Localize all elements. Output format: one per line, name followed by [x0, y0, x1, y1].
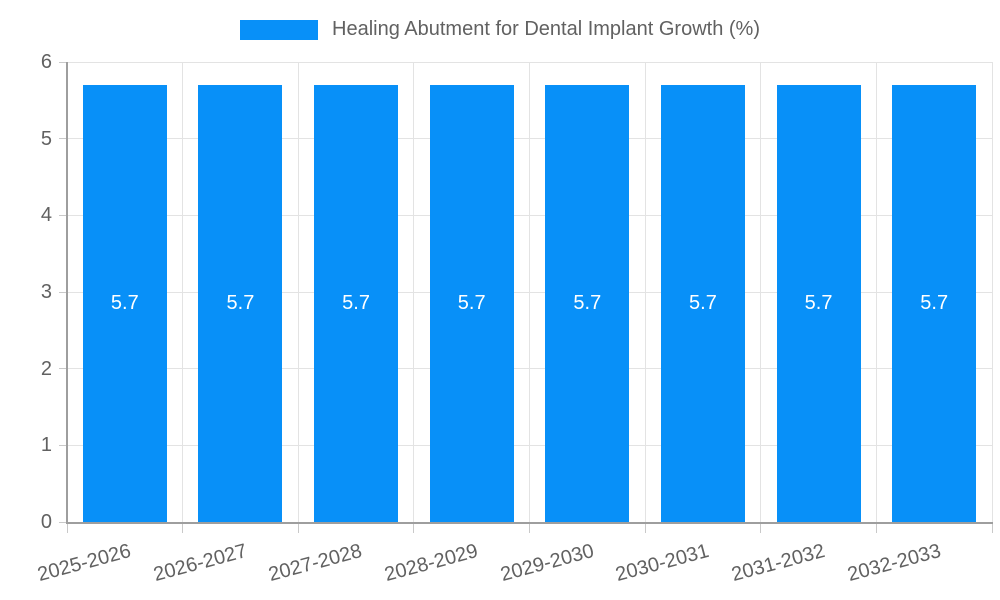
x-tick-label: 2026-2027 [151, 540, 250, 587]
x-tick-label: 2030-2031 [613, 540, 712, 587]
x-tick-label: 2031-2032 [729, 540, 828, 587]
x-axis-line [66, 522, 993, 524]
y-tick-label: 3 [40, 281, 52, 303]
bar: 5.7 [429, 85, 514, 522]
y-axis-tick [59, 521, 67, 523]
x-gridline [182, 62, 184, 522]
y-tick-label: 4 [40, 204, 52, 227]
y-axis-tick [59, 61, 67, 63]
x-tick-label: 2025-2026 [35, 540, 134, 587]
y-axis-line [66, 62, 68, 524]
x-axis-tick [66, 524, 68, 533]
bar-value-label: 5.7 [689, 292, 717, 314]
x-gridline [875, 62, 877, 522]
y-tick-label: 1 [40, 434, 52, 457]
bar: 5.7 [660, 85, 745, 522]
bar: 5.7 [82, 85, 167, 522]
bar-value-label: 5.7 [226, 292, 255, 314]
bar-value-label: 5.7 [573, 292, 602, 314]
bar-value-label: 5.7 [457, 292, 486, 314]
x-axis-tick [875, 524, 877, 533]
bar: 5.7 [776, 85, 861, 522]
y-tick-label: 0 [40, 511, 52, 533]
x-axis-tick [297, 524, 299, 533]
x-gridline [644, 62, 646, 522]
bar: 5.7 [545, 85, 630, 522]
bar: 5.7 [198, 85, 283, 522]
x-gridline [529, 62, 530, 522]
x-gridline [760, 62, 762, 522]
bar-value-label: 5.7 [920, 292, 949, 314]
x-tick-label: 2029-2030 [497, 540, 597, 587]
bar: 5.7 [892, 85, 977, 522]
y-tick-label: 6 [40, 51, 52, 73]
x-tick-label: 2028-2029 [382, 540, 481, 587]
legend-label: Healing Abutment for Dental Implant Grow… [332, 18, 760, 40]
chart-legend[interactable]: Healing Abutment for Dental Implant Grow… [0, 18, 1000, 41]
y-axis-tick [59, 368, 67, 370]
bar-value-label: 5.7 [342, 292, 370, 314]
bar-value-label: 5.7 [110, 292, 139, 314]
legend-swatch [240, 19, 319, 40]
x-axis-tick [182, 524, 184, 533]
x-axis-tick [991, 524, 993, 533]
bar-value-label: 5.7 [804, 292, 833, 314]
x-axis-tick [529, 524, 530, 533]
y-axis-tick [59, 138, 67, 140]
x-axis-tick [760, 524, 762, 533]
y-axis-tick [59, 444, 67, 446]
y-tick-label: 5 [40, 127, 52, 150]
x-axis-tick [413, 524, 415, 533]
x-tick-label: 2027-2028 [266, 540, 365, 587]
y-axis-tick [59, 214, 67, 216]
x-gridline [991, 62, 993, 522]
x-gridline [413, 62, 415, 522]
bar: 5.7 [314, 85, 399, 522]
x-gridline [297, 62, 299, 522]
x-tick-label: 2032-2033 [844, 540, 943, 587]
y-axis-tick [59, 291, 67, 293]
y-tick-label: 2 [40, 357, 52, 380]
x-axis-tick [644, 524, 646, 533]
